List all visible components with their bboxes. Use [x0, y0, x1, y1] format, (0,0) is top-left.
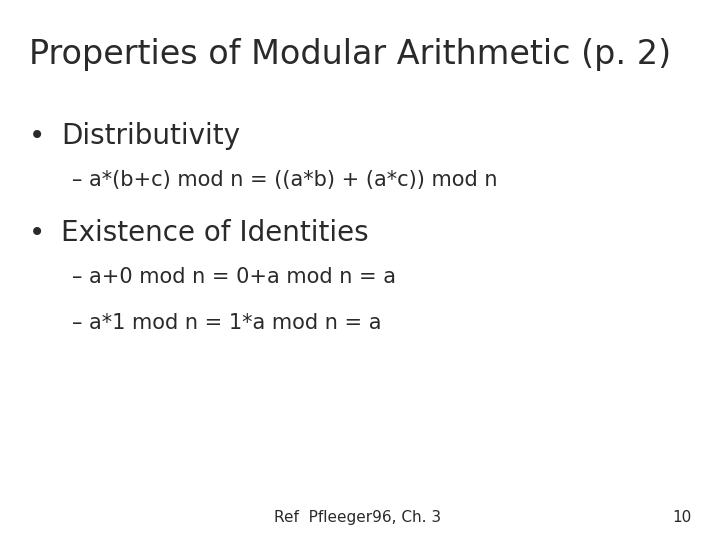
Text: – a*(b+c) mod n = ((a*b) + (a*c)) mod n: – a*(b+c) mod n = ((a*b) + (a*c)) mod n — [72, 170, 498, 190]
Text: – a+0 mod n = 0+a mod n = a: – a+0 mod n = 0+a mod n = a — [72, 267, 396, 287]
Text: •: • — [29, 219, 45, 247]
Text: Distributivity: Distributivity — [61, 122, 240, 150]
Text: Existence of Identities: Existence of Identities — [61, 219, 369, 247]
Text: •: • — [29, 122, 45, 150]
Text: Ref  Pfleeger96, Ch. 3: Ref Pfleeger96, Ch. 3 — [274, 510, 441, 525]
Text: 10: 10 — [672, 510, 691, 525]
Text: – a*1 mod n = 1*a mod n = a: – a*1 mod n = 1*a mod n = a — [72, 313, 382, 333]
Text: Properties of Modular Arithmetic (p. 2): Properties of Modular Arithmetic (p. 2) — [29, 38, 671, 71]
